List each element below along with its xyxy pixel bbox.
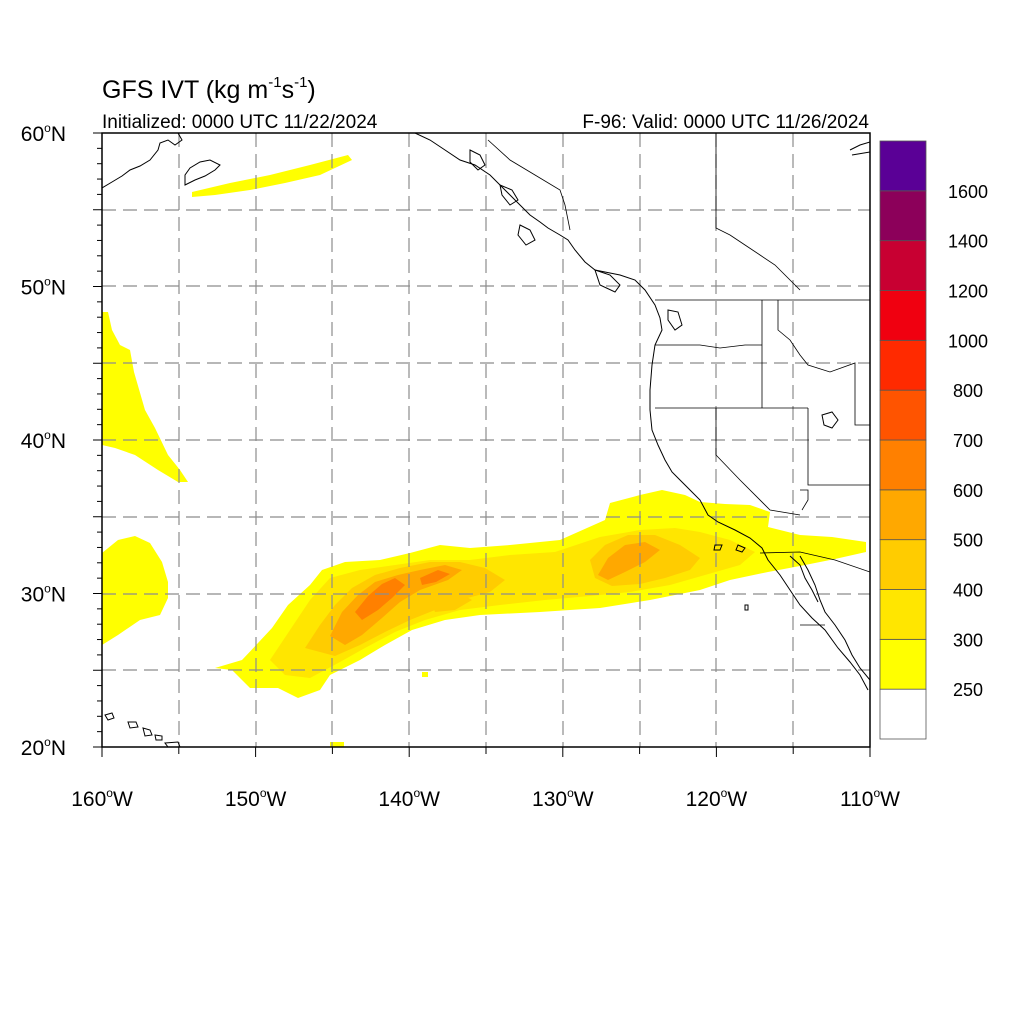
lon-label: 150oW xyxy=(225,786,287,811)
lon-label: 120oW xyxy=(686,786,748,811)
colorbar-segment xyxy=(879,439,927,491)
axis-ticks xyxy=(93,132,871,757)
lat-label: 50oN xyxy=(21,275,66,300)
colorbar-label: 1000 xyxy=(948,331,988,351)
lon-label: 130oW xyxy=(532,786,594,811)
coastlines xyxy=(102,133,870,747)
colorbar-label: 250 xyxy=(953,680,983,700)
ivt-250-region xyxy=(102,155,866,747)
colorbar-segment xyxy=(879,240,927,291)
lon-label: 160oW xyxy=(71,786,133,811)
colorbar-segment xyxy=(879,688,927,740)
colorbar-segment xyxy=(879,140,927,192)
colorbar-segment xyxy=(879,290,927,341)
colorbar-segment xyxy=(879,389,927,441)
lat-label: 20oN xyxy=(21,735,66,760)
lat-lon-grid xyxy=(102,133,870,747)
colorbar-label: 500 xyxy=(953,531,983,551)
colorbar-label: 300 xyxy=(953,630,983,650)
colorbar: 250 300 400 500 600 700 800 1000 1200 1400 1600 xyxy=(879,140,988,740)
colorbar-segment xyxy=(879,339,927,391)
colorbar-label: 600 xyxy=(953,481,983,501)
lon-label: 110oW xyxy=(840,786,900,811)
lat-label: 40oN xyxy=(21,428,66,453)
colorbar-segment xyxy=(879,489,927,541)
ivt-600-region xyxy=(355,570,450,620)
ivt-shading xyxy=(102,155,866,747)
lat-label: 30oN xyxy=(21,582,66,607)
colorbar-label: 700 xyxy=(953,431,983,451)
colorbar-label: 1600 xyxy=(948,182,988,202)
colorbar-label: 800 xyxy=(953,381,983,401)
lat-label: 60oN xyxy=(21,121,66,146)
lon-label: 140oW xyxy=(378,786,440,811)
colorbar-segment xyxy=(879,190,927,242)
colorbar-label: 1400 xyxy=(948,232,988,252)
colorbar-segment xyxy=(879,589,927,640)
colorbar-segment xyxy=(879,539,927,590)
init-time-label: Initialized: 0000 UTC 11/22/2024 xyxy=(102,112,378,133)
colorbar-label: 400 xyxy=(953,581,983,601)
colorbar-segment xyxy=(879,638,927,690)
political-boundaries xyxy=(487,133,870,626)
ivt-500-region xyxy=(330,542,660,645)
map-title: GFS IVT (kg m-1s-1) xyxy=(102,74,316,104)
lat-labels: 60oN 50oN 40oN 30oN 20oN xyxy=(21,121,66,760)
lon-labels: 160oW 150oW 140oW 130oW 120oW 110oW xyxy=(71,786,900,811)
valid-time-label: F-96: Valid: 0000 UTC 11/26/2024 xyxy=(582,112,869,133)
colorbar-label: 1200 xyxy=(948,282,988,302)
